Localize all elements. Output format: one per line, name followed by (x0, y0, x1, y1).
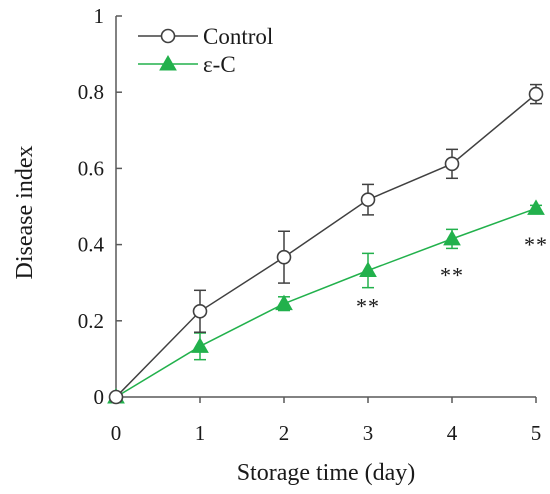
x-tick-label: 3 (363, 421, 374, 445)
x-tick-label: 1 (195, 421, 206, 445)
legend-label: Control (203, 24, 273, 49)
series-layer (107, 83, 545, 405)
significance-marker: ** (440, 262, 464, 287)
y-tick-label: 0.8 (78, 80, 104, 104)
data-point (191, 337, 209, 353)
legend-item-1: ε-C (138, 52, 236, 77)
y-ticks: 0 0.2 0.4 0.6 0.8 1 (78, 4, 122, 409)
y-tick-label: 0.4 (78, 233, 105, 257)
data-point (444, 156, 460, 172)
x-tick-label: 0 (111, 421, 122, 445)
y-tick-label: 0 (94, 385, 105, 409)
x-tick-label: 4 (447, 421, 458, 445)
annotation-layer: ** ** ** (356, 232, 548, 319)
data-point (360, 192, 376, 207)
legend-marker (160, 28, 176, 44)
significance-marker: ** (524, 232, 548, 257)
legend: Control ε-C (138, 24, 273, 77)
y-tick-label: 0.6 (78, 156, 104, 180)
legend-item-0: Control (138, 24, 273, 49)
y-tick-label: 0.2 (78, 309, 104, 333)
y-axis-title: Disease index (12, 146, 38, 280)
series-1 (107, 199, 545, 404)
x-tick-label: 2 (279, 421, 290, 445)
series-line (115, 207, 537, 398)
data-point (192, 303, 208, 319)
legend-marker (159, 54, 177, 71)
data-point (443, 229, 461, 246)
data-point (527, 199, 545, 215)
data-point (275, 294, 293, 311)
series-line (115, 93, 537, 398)
x-axis-title: Storage time (day) (237, 460, 416, 486)
data-point (359, 261, 377, 278)
series-0 (108, 83, 544, 405)
y-tick-label: 1 (94, 4, 105, 28)
x-ticks: 0 1 2 3 4 5 (111, 397, 542, 445)
data-point (528, 86, 544, 102)
legend-label: ε-C (203, 52, 236, 77)
axes: 0 0.2 0.4 0.6 0.8 1 0 1 2 3 4 5 (78, 4, 542, 445)
x-tick-label: 5 (531, 421, 542, 445)
significance-marker: ** (356, 294, 380, 319)
data-point (276, 249, 292, 265)
data-point (108, 389, 124, 405)
